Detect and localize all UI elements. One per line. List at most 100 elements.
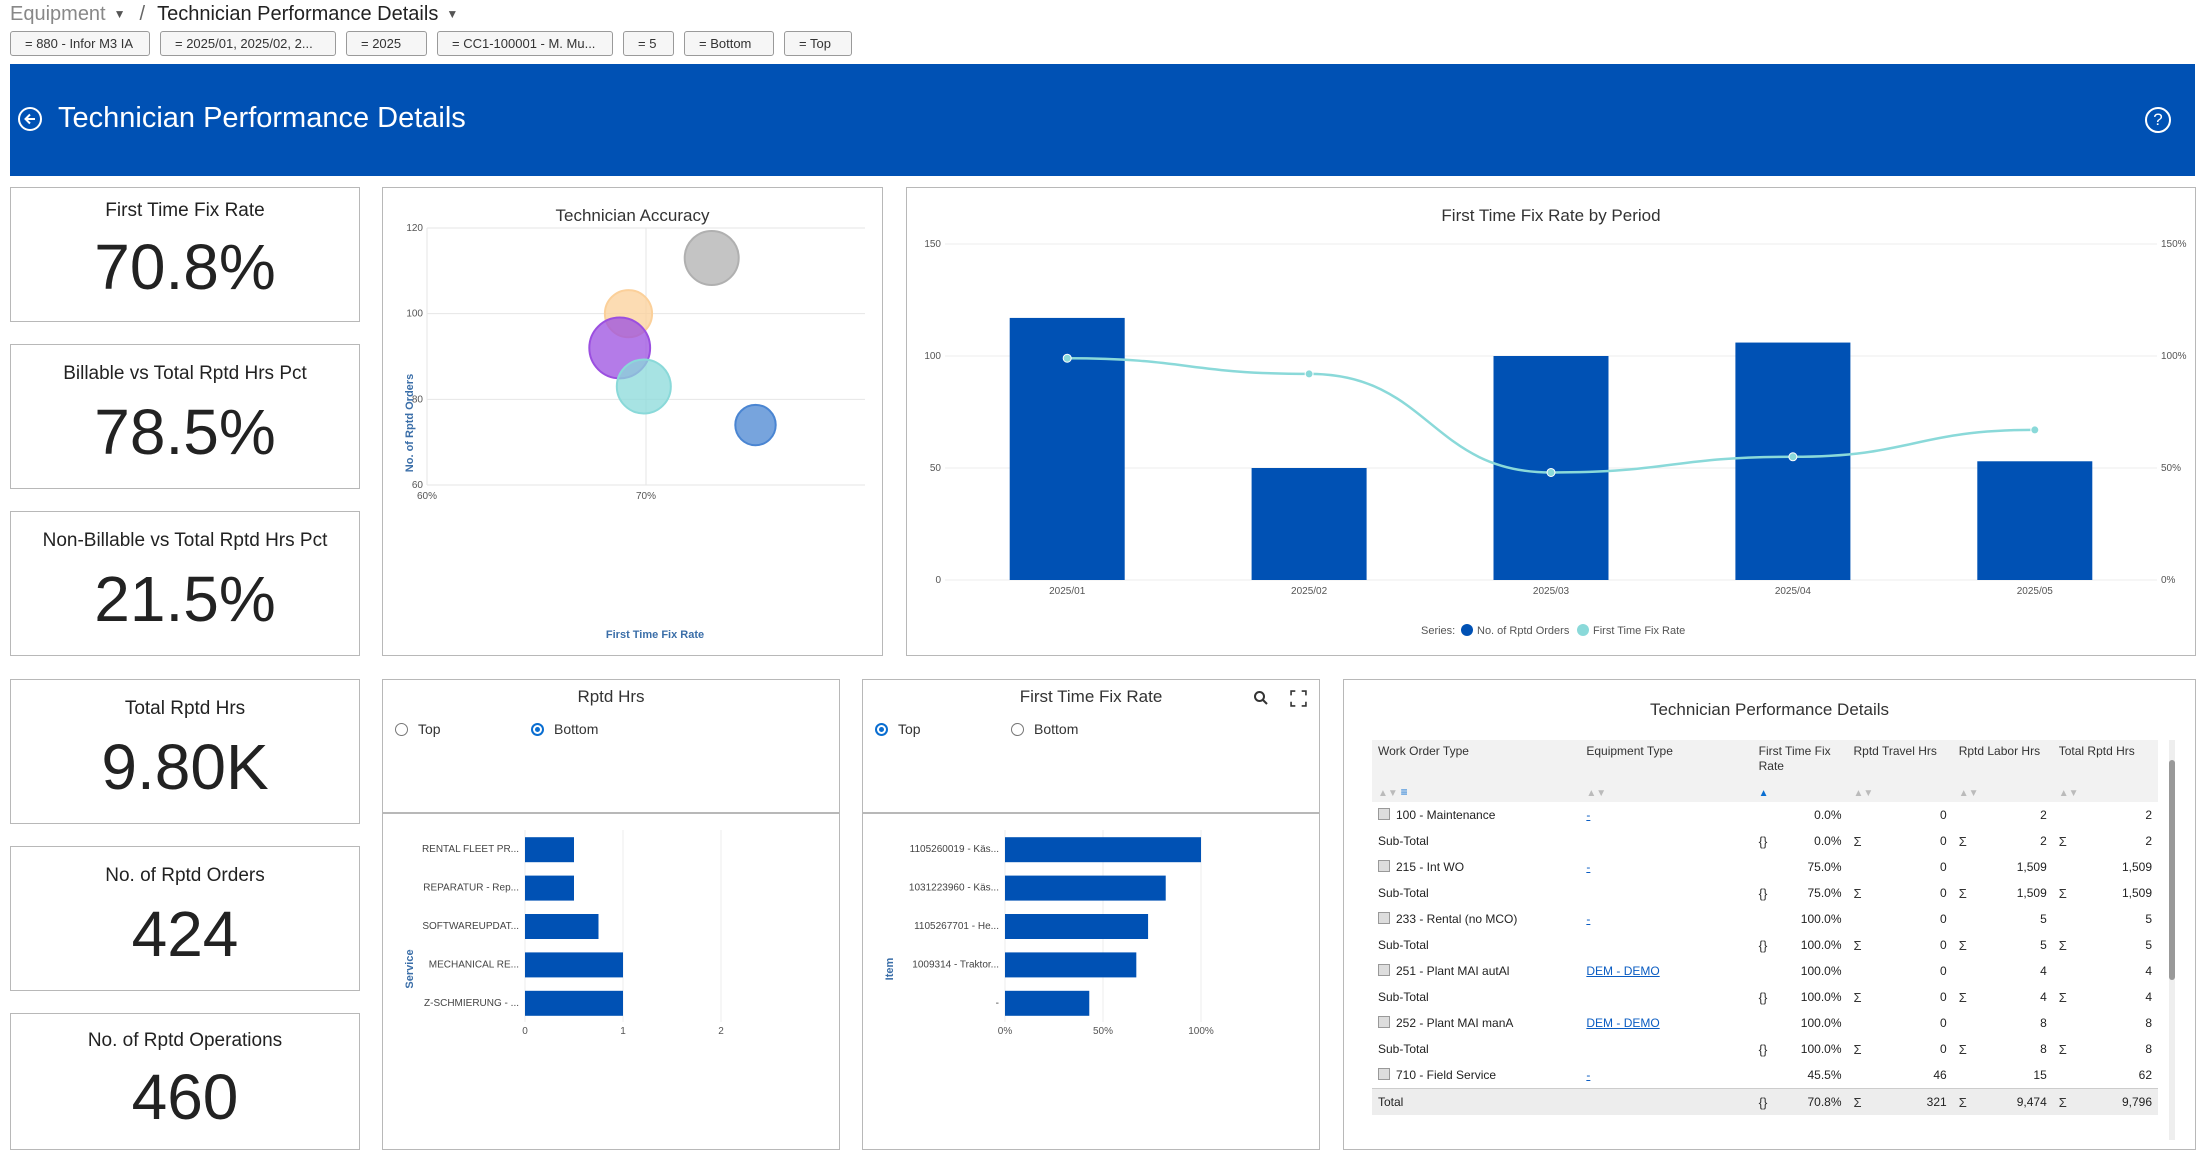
- bar[interactable]: [525, 837, 574, 863]
- equipment-type-cell[interactable]: -: [1580, 854, 1752, 880]
- radio-icon[interactable]: [395, 722, 408, 736]
- sort-control[interactable]: ▲▼: [1580, 782, 1753, 802]
- equipment-type-link[interactable]: DEM - DEMO: [1586, 1016, 1660, 1030]
- bar[interactable]: [525, 952, 623, 978]
- sum-icon[interactable]: Σ: [2058, 1041, 2067, 1057]
- back-arrow-icon[interactable]: [18, 107, 42, 131]
- sum-icon[interactable]: Σ: [1853, 989, 1862, 1005]
- legend-item[interactable]: First Time Fix Rate: [1593, 625, 1685, 637]
- work-order-type-cell[interactable]: 251 - Plant MAI autAl: [1372, 958, 1580, 984]
- chevron-down-icon[interactable]: ▼: [113, 7, 126, 21]
- collapse-icon[interactable]: [1378, 964, 1390, 976]
- sort-control[interactable]: ▲▼: [1847, 782, 1953, 802]
- breadcrumb-root[interactable]: Equipment: [10, 2, 106, 25]
- filter-chip[interactable]: = 880 - Infor M3 IA: [10, 31, 150, 56]
- sort-icon[interactable]: ▲▼: [2058, 788, 2079, 799]
- equipment-type-link[interactable]: -: [1586, 912, 1591, 926]
- equipment-type-cell[interactable]: -: [1580, 1062, 1752, 1089]
- radio-bottom[interactable]: Bottom: [1011, 721, 1078, 737]
- work-order-type-cell[interactable]: 710 - Field Service: [1372, 1062, 1580, 1089]
- format-icon[interactable]: {}: [1758, 885, 1768, 901]
- sort-icon[interactable]: ▲▼: [1958, 788, 1979, 799]
- equipment-type-cell[interactable]: -: [1580, 802, 1752, 828]
- equipment-type-cell[interactable]: DEM - DEMO: [1580, 958, 1752, 984]
- format-icon[interactable]: {}: [1758, 1041, 1768, 1057]
- bubble-point[interactable]: [683, 229, 740, 286]
- sum-icon[interactable]: Σ: [1853, 937, 1862, 953]
- sort-icon[interactable]: ▲▼: [1378, 788, 1401, 799]
- scrollbar-thumb[interactable]: [2169, 760, 2175, 980]
- radio-icon[interactable]: [531, 722, 544, 736]
- sort-desc-icon[interactable]: ≡: [1400, 785, 1408, 799]
- sort-control[interactable]: ▲: [1752, 782, 1848, 802]
- column-header[interactable]: Total Rptd Hrs: [2052, 740, 2158, 782]
- equipment-type-link[interactable]: DEM - DEMO: [1586, 964, 1660, 978]
- sort-control[interactable]: ▲▼: [1952, 782, 2053, 802]
- filter-chip[interactable]: = 5: [623, 31, 674, 56]
- bar[interactable]: [1251, 468, 1367, 580]
- bar[interactable]: [525, 914, 599, 939]
- sort-icon[interactable]: ▲▼: [1586, 788, 1607, 799]
- legend-item[interactable]: No. of Rptd Orders: [1477, 625, 1570, 637]
- column-header[interactable]: Equipment Type: [1580, 740, 1753, 782]
- sum-icon[interactable]: Σ: [2058, 989, 2067, 1005]
- help-icon[interactable]: ?: [2145, 107, 2171, 133]
- sum-icon[interactable]: Σ: [1958, 833, 1967, 849]
- equipment-type-link[interactable]: -: [1586, 1068, 1591, 1082]
- search-icon[interactable]: [1253, 690, 1269, 706]
- collapse-icon[interactable]: [1378, 1068, 1390, 1080]
- work-order-type-cell[interactable]: 100 - Maintenance: [1372, 802, 1580, 828]
- line-point[interactable]: [1062, 353, 1072, 363]
- bar[interactable]: [1005, 875, 1166, 901]
- filter-chip[interactable]: = Top: [784, 31, 852, 56]
- sort-asc-icon[interactable]: ▲: [1758, 788, 1769, 799]
- sum-icon[interactable]: Σ: [1958, 1094, 1967, 1110]
- sort-control[interactable]: ▲▼ ≡: [1372, 782, 1581, 802]
- sum-icon[interactable]: Σ: [1853, 1094, 1862, 1110]
- format-icon[interactable]: {}: [1758, 833, 1768, 849]
- bar[interactable]: [1005, 952, 1137, 978]
- radio-icon[interactable]: [875, 722, 888, 736]
- sort-control[interactable]: ▲▼: [2052, 782, 2158, 802]
- sum-icon[interactable]: Σ: [2058, 833, 2067, 849]
- equipment-type-cell[interactable]: -: [1580, 906, 1752, 932]
- work-order-type-cell[interactable]: 215 - Int WO: [1372, 854, 1580, 880]
- bubble-point[interactable]: [734, 403, 777, 447]
- sum-icon[interactable]: Σ: [2058, 937, 2067, 953]
- chevron-down-icon[interactable]: ▼: [446, 7, 459, 21]
- sum-icon[interactable]: Σ: [1958, 989, 1967, 1005]
- bar[interactable]: [1005, 914, 1149, 939]
- line-point[interactable]: [2030, 425, 2040, 435]
- filter-chip[interactable]: = 2025/01, 2025/02, 2...: [160, 31, 336, 56]
- sum-icon[interactable]: Σ: [1853, 885, 1862, 901]
- radio-top[interactable]: Top: [395, 721, 441, 737]
- equipment-type-link[interactable]: -: [1586, 808, 1591, 822]
- page-title[interactable]: Technician Performance Details: [157, 2, 439, 25]
- sum-icon[interactable]: Σ: [2058, 1094, 2067, 1110]
- format-icon[interactable]: {}: [1758, 1094, 1768, 1110]
- expand-icon[interactable]: [1290, 690, 1307, 707]
- collapse-icon[interactable]: [1378, 808, 1390, 820]
- filter-chip[interactable]: = CC1-100001 - M. Mu...: [437, 31, 613, 56]
- bar[interactable]: [1977, 461, 2093, 580]
- filter-chip[interactable]: = Bottom: [684, 31, 774, 56]
- bar[interactable]: [1005, 837, 1201, 863]
- scrollbar-track[interactable]: [2169, 740, 2175, 1140]
- radio-top[interactable]: Top: [875, 721, 921, 737]
- bar[interactable]: [1005, 990, 1090, 1016]
- sum-icon[interactable]: Σ: [1958, 937, 1967, 953]
- line-point[interactable]: [1788, 452, 1798, 462]
- bar[interactable]: [525, 990, 623, 1016]
- radio-icon[interactable]: [1011, 722, 1024, 736]
- sum-icon[interactable]: Σ: [1958, 1041, 1967, 1057]
- equipment-type-cell[interactable]: DEM - DEMO: [1580, 1010, 1752, 1036]
- sum-icon[interactable]: Σ: [1958, 885, 1967, 901]
- work-order-type-cell[interactable]: 233 - Rental (no MCO): [1372, 906, 1580, 932]
- sum-icon[interactable]: Σ: [2058, 885, 2067, 901]
- column-header[interactable]: First Time Fix Rate: [1752, 740, 1848, 782]
- radio-bottom[interactable]: Bottom: [531, 721, 598, 737]
- column-header[interactable]: Rptd Travel Hrs: [1847, 740, 1953, 782]
- sum-icon[interactable]: Σ: [1853, 833, 1862, 849]
- format-icon[interactable]: {}: [1758, 937, 1768, 953]
- sum-icon[interactable]: Σ: [1853, 1041, 1862, 1057]
